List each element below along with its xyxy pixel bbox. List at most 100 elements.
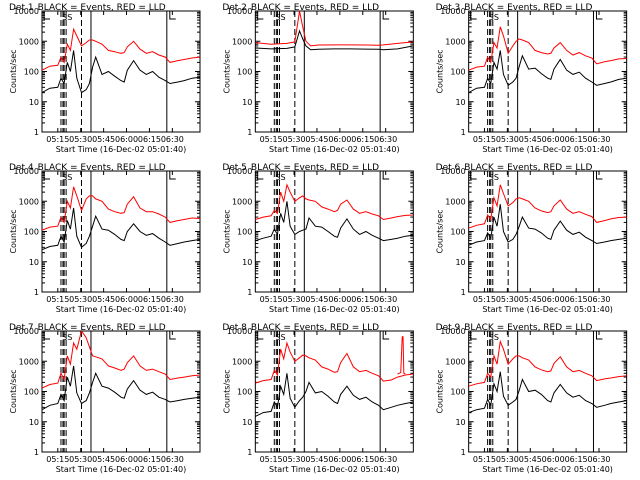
- xtick-label: 06:30: [161, 455, 184, 464]
- ytick-label: 1: [461, 448, 466, 457]
- x-axis-label: Start Time (16-Dec-02 05:01:40): [482, 465, 613, 474]
- series-events-line: [468, 371, 627, 414]
- corner-bracket-marker: [256, 331, 264, 340]
- xtick-label: 05:15: [473, 455, 496, 464]
- y-axis-label: Counts/sec: [436, 369, 445, 413]
- chart-title: Det 1 BLACK = Events, RED = LLD: [9, 3, 166, 13]
- series-lld-line: [255, 183, 414, 221]
- corner-bracket-marker: [382, 171, 390, 180]
- ytick-label: 1: [247, 448, 252, 457]
- xtick-label: 05:45: [519, 135, 542, 144]
- series-events-line: [42, 50, 200, 94]
- chart-panel-5: Det 5 BLACK = Events, RED = LLD 1 10 100 1000…: [222, 163, 414, 314]
- chart-title: Det 9 BLACK = Events, RED = LLD: [436, 323, 593, 333]
- marker-label: SS: [275, 333, 285, 342]
- chart-title-detector: Det 9: [436, 323, 461, 333]
- xtick-label: 05:45: [92, 295, 115, 304]
- chart-title-legend: BLACK = Events, RED = LLD: [251, 323, 379, 333]
- xtick-label: 06:15: [351, 295, 374, 304]
- x-axis-label: Start Time (16-Dec-02 05:01:40): [269, 305, 400, 314]
- ytick-label: 1000: [232, 37, 252, 46]
- chart-title-legend: BLACK = Events, RED = LLD: [38, 323, 166, 333]
- ytick-label: 10: [242, 418, 252, 427]
- chart-panel-6: Det 6 BLACK = Events, RED = LLD 1 10 100 1000…: [436, 163, 628, 314]
- ytick-label: 1: [247, 288, 252, 297]
- marker-label: SS: [275, 173, 285, 182]
- xtick-label: 05:45: [305, 295, 328, 304]
- ytick-label: 10: [455, 258, 465, 267]
- chart-panel-1: Det 1 BLACK = Events, RED = LLD 1 10 100 1000…: [9, 3, 201, 154]
- xtick-label: 06:00: [328, 455, 351, 464]
- chart-title: Det 2 BLACK = Events, RED = LLD: [222, 3, 379, 13]
- corner-bracket-marker: [470, 171, 477, 180]
- series-events-line: [468, 204, 627, 246]
- xtick-label: 06:30: [587, 455, 610, 464]
- ytick-label: 100: [450, 228, 465, 237]
- xtick-label: 05:15: [473, 135, 496, 144]
- corner-bracket-marker: [595, 331, 603, 340]
- series-events-line: [255, 29, 414, 51]
- xtick-label: 06:15: [565, 295, 588, 304]
- xtick-label: 05:45: [92, 455, 115, 464]
- xtick-label: 05:30: [69, 455, 92, 464]
- ytick-label: 100: [450, 68, 465, 77]
- ytick-label: 10: [29, 418, 39, 427]
- xtick-label: 06:30: [587, 295, 610, 304]
- ytick-label: 10: [242, 258, 252, 267]
- xtick-label: 05:15: [260, 295, 283, 304]
- y-axis-label: Counts/sec: [436, 209, 445, 253]
- corner-bracket-marker: [382, 331, 390, 340]
- xtick-label: 05:30: [496, 455, 519, 464]
- chart-title-detector: Det 1: [9, 3, 34, 13]
- ytick-label: 10: [455, 98, 465, 107]
- series-events-line: [468, 50, 627, 94]
- ytick-label: 1: [461, 288, 466, 297]
- series-lld-line: [255, 341, 414, 384]
- ytick-label: 100: [237, 228, 252, 237]
- chart-panel-7: Det 7 BLACK = Events, RED = LLD 1 10 100 1000…: [9, 323, 201, 474]
- ytick-label: 1: [461, 128, 466, 137]
- series-lld-line: [42, 331, 200, 389]
- series-lld-line: [468, 26, 627, 71]
- chart-title-detector: Det 6: [436, 163, 461, 173]
- series-lld-spike-line: [397, 336, 406, 375]
- xtick-label: 05:45: [305, 135, 328, 144]
- xtick-label: 05:45: [92, 135, 115, 144]
- chart-title-detector: Det 7: [9, 323, 34, 333]
- marker-label: SS: [275, 13, 285, 22]
- ytick-label: 1000: [19, 37, 39, 46]
- y-axis-label: Counts/sec: [9, 209, 18, 253]
- corner-bracket-marker: [43, 331, 50, 340]
- ytick-label: 10: [29, 258, 39, 267]
- corner-bracket-marker: [595, 11, 603, 20]
- series-events-line: [42, 365, 200, 411]
- chart-title-legend: BLACK = Events, RED = LLD: [38, 163, 166, 173]
- chart-panel-2: Det 2 BLACK = Events, RED = LLD 1 10 100 1000…: [222, 3, 414, 154]
- ytick-label: 100: [237, 388, 252, 397]
- corner-bracket-marker: [43, 11, 50, 20]
- corner-bracket-marker: [43, 171, 50, 180]
- x-axis-label: Start Time (16-Dec-02 05:01:40): [56, 465, 187, 474]
- corner-bracket-marker: [169, 171, 176, 180]
- chart-panel-4: Det 4 BLACK = Events, RED = LLD 1 10 100 1000…: [9, 163, 201, 314]
- ytick-label: 1000: [232, 357, 252, 366]
- ytick-label: 10: [455, 418, 465, 427]
- ytick-label: 10000: [14, 7, 39, 16]
- xtick-label: 05:30: [496, 295, 519, 304]
- chart-panel-3: Det 3 BLACK = Events, RED = LLD 1 10 100 1000…: [436, 3, 628, 154]
- xtick-label: 05:30: [496, 135, 519, 144]
- ytick-label: 1000: [445, 37, 465, 46]
- y-axis-label: Counts/sec: [222, 369, 231, 413]
- chart-title-legend: BLACK = Events, RED = LLD: [38, 3, 166, 13]
- ytick-label: 100: [24, 68, 39, 77]
- x-axis-label: Start Time (16-Dec-02 05:01:40): [269, 465, 400, 474]
- xtick-label: 05:15: [473, 295, 496, 304]
- chart-title-legend: BLACK = Events, RED = LLD: [464, 163, 592, 173]
- ytick-label: 100: [450, 388, 465, 397]
- x-axis-label: Start Time (16-Dec-02 05:01:40): [482, 305, 613, 314]
- ytick-label: 1000: [232, 197, 252, 206]
- xtick-label: 06:30: [374, 135, 397, 144]
- xtick-label: 06:00: [542, 295, 565, 304]
- chart-title-legend: BLACK = Events, RED = LLD: [251, 3, 379, 13]
- xtick-label: 06:00: [542, 135, 565, 144]
